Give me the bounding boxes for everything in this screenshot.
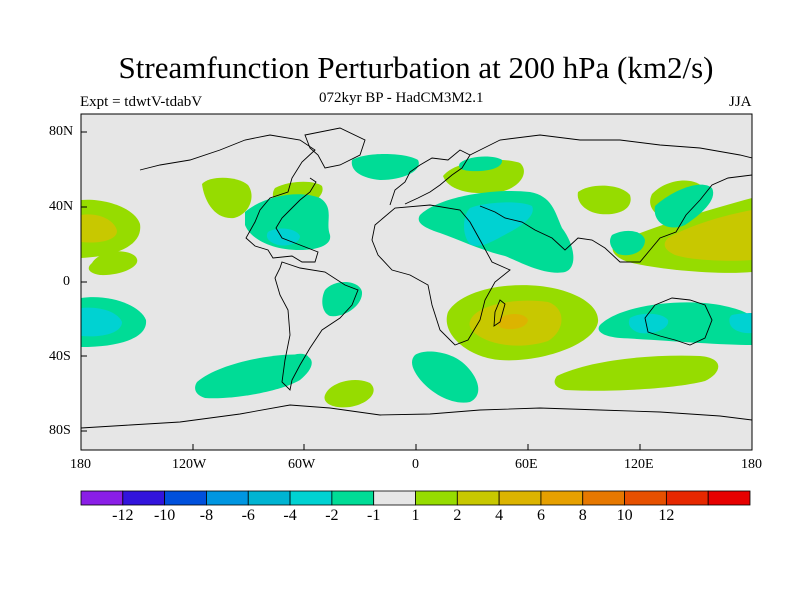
colorbar-label: -2 [325, 507, 339, 524]
colorbar-swatch [540, 490, 584, 506]
colorbar-label: 8 [578, 507, 587, 524]
x-tick-180e: 180 [741, 457, 762, 472]
colorbar-label: -12 [112, 507, 134, 524]
contour-neg-mid-caribbean [266, 228, 300, 246]
colorbar-label: -4 [283, 507, 297, 524]
colorbar-swatch [331, 490, 375, 506]
colorbar-swatch [456, 490, 500, 506]
contour-neg-mid-pacific-west [81, 307, 122, 337]
colorbar-swatch [373, 490, 416, 506]
coast-antarctica [81, 404, 752, 429]
colorbar-swatch [707, 490, 751, 506]
contour-neg-mid-middle-east [464, 202, 533, 246]
contour-neg-north-america [245, 194, 331, 250]
y-tick-40s: 40S [49, 349, 71, 364]
map-background [81, 114, 752, 450]
colorbar-label: -8 [199, 507, 214, 524]
contour-neg-south-america [322, 281, 363, 317]
page-title: Streamfunction Perturbation at 200 hPa (… [118, 50, 714, 85]
contour-neg-tropical-indian [610, 230, 645, 256]
coastlines [81, 127, 752, 429]
colorbar-swatch [582, 490, 625, 506]
colorbar-label: -1 [367, 507, 381, 524]
colorbar-label: 6 [536, 507, 545, 524]
colorbar-swatch [289, 490, 333, 506]
colorbar-swatch [122, 490, 166, 506]
contour-neg-australia [598, 302, 752, 345]
coast-greenland [304, 127, 366, 169]
colorbar-swatch [247, 490, 291, 506]
colorbar-swatch [624, 490, 667, 506]
colorbar-label: 10 [616, 507, 633, 524]
coast-north-america [139, 134, 319, 263]
x-tick-120w: 120W [172, 457, 207, 472]
coast-europe [389, 149, 471, 206]
contour-pos-mid-west-pacific [81, 214, 117, 243]
map-tick-marks [81, 131, 641, 450]
coast-africa [371, 204, 511, 346]
contour-pos-mid-north-pacific [664, 210, 752, 261]
coast-australia [644, 297, 713, 346]
contour-pos-east-pacific [88, 251, 138, 276]
colorbar-label: -6 [241, 507, 255, 524]
y-tick-40n: 40N [49, 199, 74, 214]
x-tick-60e: 60E [515, 457, 538, 472]
coast-asia [469, 134, 752, 263]
coast-south-america [274, 261, 359, 391]
colorbar [80, 490, 751, 506]
contour-neg-east-asia [654, 184, 714, 228]
contour-neg-arctic [351, 154, 419, 180]
x-tick-0: 0 [412, 457, 419, 472]
season-label: JJA [729, 94, 752, 110]
contour-pos-strong-indian [497, 314, 528, 330]
contour-fields [81, 154, 752, 408]
colorbar-label: 12 [658, 507, 675, 524]
colorbar-swatch [80, 490, 124, 506]
colorbar-label: 4 [495, 507, 504, 524]
contour-pos-south-atlantic [324, 380, 374, 408]
contour-pos-central-asia [577, 185, 631, 215]
colorbar-swatch [415, 490, 458, 506]
colorbar-label: -10 [153, 507, 176, 524]
contour-pos-ne-pacific [202, 177, 252, 219]
colorbar-swatch [206, 490, 249, 506]
experiment-label: Expt = tdwtV-tdabV [80, 94, 203, 110]
colorbar-label: 1 [411, 507, 420, 524]
y-tick-0: 0 [63, 274, 70, 289]
colorbar-swatch [665, 490, 709, 506]
contour-neg-southern-ocean-africa [412, 351, 479, 403]
y-tick-80s: 80S [49, 423, 71, 438]
contour-neg-north-atlantic [459, 156, 503, 172]
coast-madagascar [493, 299, 506, 327]
colorbar-label: 2 [453, 507, 462, 524]
subtitle: 072kyr BP - HadCM3M2.1 [319, 90, 484, 106]
contour-neg-mid-australia [628, 313, 669, 334]
contour-neg-mid-east-australia [729, 313, 752, 334]
y-tick-80n: 80N [49, 124, 74, 139]
colorbar-swatch [498, 490, 542, 506]
x-tick-120e: 120E [624, 457, 654, 472]
colorbar-swatch [164, 490, 207, 506]
contour-pos-south-pacific [554, 355, 719, 391]
x-tick-180w: 180 [70, 457, 91, 472]
x-tick-60w: 60W [288, 457, 316, 472]
